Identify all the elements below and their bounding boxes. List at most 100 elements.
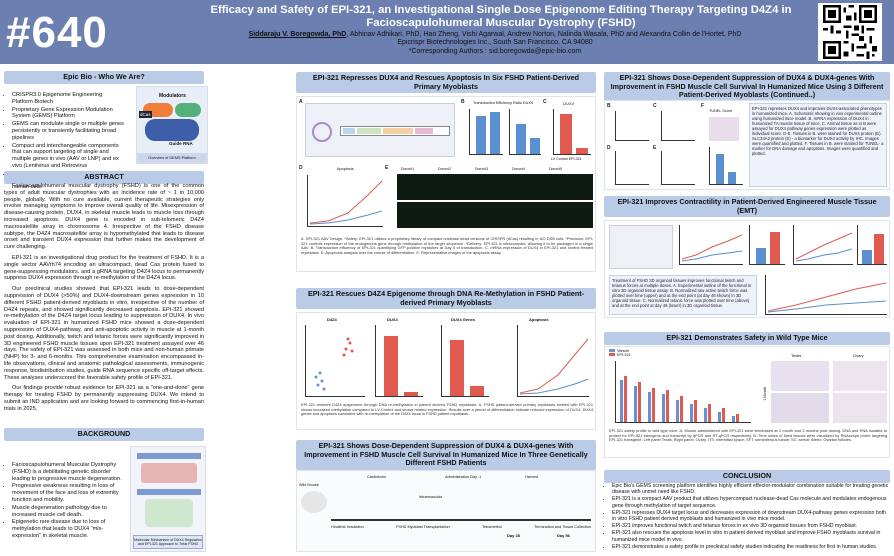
timeline-step: Termination and Tissue Collection bbox=[534, 525, 591, 529]
diagram-label: Administration Day -1 bbox=[445, 475, 482, 479]
bar bbox=[722, 408, 725, 422]
bar-chart-dux4-genes bbox=[441, 325, 489, 397]
chart-title: Apoptosis bbox=[337, 167, 354, 171]
figure-caption: Molecular Mechanism of DUX4 Regulation a… bbox=[133, 535, 203, 549]
bar-chart-ratio bbox=[509, 109, 541, 155]
section-title-contractility: EPI-321 Improves Contractility in Patien… bbox=[604, 196, 890, 217]
ovary-histology-image bbox=[833, 361, 887, 391]
figure-caption: EPI-321 restores D4Z4 epigenome through … bbox=[301, 402, 593, 417]
age-label: 1 Month bbox=[763, 387, 767, 401]
list-item: Progressive weakness resulting in loss o… bbox=[12, 483, 126, 503]
list-item: EPI-321 demonstrates a safety profile in… bbox=[612, 544, 890, 550]
microscopy-row-treated bbox=[397, 202, 593, 228]
figure-label: dCas bbox=[139, 111, 152, 118]
bar bbox=[490, 112, 500, 154]
abstract-title: ABSTRACT bbox=[4, 171, 204, 184]
background-title: BACKGROUND bbox=[4, 428, 204, 441]
panel-label: D bbox=[607, 145, 611, 151]
figure-note: EPI-321 represses DUX4 and improves DUX4… bbox=[749, 103, 887, 187]
gems-platform-figure: Modulators dCas Guide RNA Overview of GE… bbox=[136, 86, 208, 164]
poster-header: #640 Efficacy and Safety of EPI-321, an … bbox=[0, 0, 894, 64]
list-item: Compact and interchangeable components t… bbox=[12, 143, 124, 170]
bar bbox=[874, 234, 884, 264]
timeline-step: FSHD Myoblast Transplantation bbox=[396, 525, 450, 529]
list-item: Muscle degeneration pathology due to inc… bbox=[12, 505, 126, 519]
chart-title: Ratio DUX4 bbox=[513, 101, 534, 105]
abstract-paragraph: Facioscapulohumeral muscular dystrophy (… bbox=[4, 183, 204, 251]
bar bbox=[680, 396, 683, 422]
bar-chart-dux4 bbox=[553, 109, 591, 155]
bar bbox=[694, 400, 697, 422]
dotplot-dux4-genes bbox=[661, 111, 695, 141]
list-item: Proprietary Gene Expression Modulation S… bbox=[12, 107, 124, 121]
diagram-label: Cardiotoxin bbox=[367, 475, 387, 479]
aav-capsid-icon bbox=[312, 122, 332, 142]
bar bbox=[634, 386, 637, 422]
dotplot-d4z4-methylation bbox=[305, 325, 365, 397]
bar bbox=[662, 394, 665, 422]
emt-schematic bbox=[609, 225, 673, 269]
chart-title: Apoptosis bbox=[529, 317, 549, 322]
figure-panel-contractility: Treatment of FSHD 3D organoid tissues im… bbox=[604, 220, 890, 318]
bar bbox=[676, 400, 679, 422]
legend-label: Vehicle bbox=[617, 349, 630, 353]
mouse-icon bbox=[301, 491, 327, 513]
bar bbox=[728, 172, 736, 184]
figure-panel-remethylation: D4Z4 DUX4 DUX4 Genes Apoptosis EPI-321 r… bbox=[296, 312, 596, 430]
timeline-axis bbox=[331, 519, 591, 521]
bar bbox=[732, 416, 735, 422]
line-chart-apoptosis bbox=[307, 175, 383, 227]
qr-code-icon[interactable] bbox=[818, 3, 882, 61]
bar bbox=[648, 392, 651, 422]
author-list: , Abhinav Adhikari, PhD, Hao Zheng, Vish… bbox=[346, 31, 742, 38]
chart-title: DUX4 Genes bbox=[451, 317, 476, 322]
chart-title: DUX4 bbox=[387, 317, 398, 322]
donor-label-row: Donor#1 Donor#2 Donor#3 Donor#4 Donor#5 bbox=[401, 167, 562, 171]
bar bbox=[704, 408, 707, 422]
list-item: Epic Bio's GEMS screening platform ident… bbox=[612, 483, 890, 495]
bar bbox=[450, 340, 464, 396]
bar bbox=[624, 376, 627, 422]
list-item: Facioscapulohumeral Muscular Dystrophy (… bbox=[12, 462, 126, 482]
bar bbox=[620, 380, 623, 422]
background-list: Facioscapulohumeral Muscular Dystrophy (… bbox=[4, 462, 126, 541]
bar bbox=[862, 250, 872, 264]
figure-caption: EPI-321 safety profile in wild type mice… bbox=[609, 428, 887, 443]
figure-caption: Overview of GEMS Platform bbox=[137, 153, 207, 163]
figure-panel-dux4-repression: A B Transduction Efficiency Ratio DUX4 C… bbox=[296, 96, 596, 272]
bar bbox=[476, 116, 486, 154]
panel-label: C bbox=[653, 103, 657, 109]
author-block: Siddaraju V. Boregowda, PhD, Abhinav Adh… bbox=[150, 31, 840, 56]
tissue-label: Testis bbox=[791, 353, 802, 358]
chromosome-shape bbox=[137, 453, 201, 459]
axis-tick-labels: LV Control EPI-321 bbox=[551, 157, 582, 161]
list-item: CRISPR3.0 Epigenome Engineering Platform… bbox=[12, 92, 124, 106]
who-we-are-list: CRISPR3.0 Epigenome Engineering Platform… bbox=[4, 92, 124, 192]
abstract-paragraph: EPI-321 is an investigational drug produ… bbox=[4, 254, 204, 282]
abstract-paragraph: Our preclinical studies showed that EPI-… bbox=[4, 286, 204, 381]
chart-legend: Vehicle EPI-321 bbox=[609, 349, 631, 357]
list-item: EPI-321 also rescues the apoptosis level… bbox=[612, 530, 890, 542]
line-chart-tetanic bbox=[793, 225, 853, 265]
list-item: GEMS can modulate single or multiple gen… bbox=[12, 121, 124, 141]
figure-panel-humanized-continued: B C D E F TUNEL Score EPI-321 represses … bbox=[604, 100, 890, 190]
bar bbox=[384, 336, 398, 396]
section-title-safety: EPI-321 Demonstrates Safety in Wild Type… bbox=[604, 332, 890, 345]
dotplot-slc34a2 bbox=[615, 151, 649, 185]
figure-note: Treatment of FSHD 3D organoid tissues im… bbox=[609, 275, 757, 315]
bar bbox=[666, 390, 669, 422]
panel-label: C bbox=[543, 99, 547, 105]
bar bbox=[638, 382, 641, 422]
bar-chart-tunel bbox=[709, 147, 743, 185]
panel-label: D bbox=[299, 165, 303, 171]
myotube-shape bbox=[145, 499, 193, 527]
bar-chart-tetanic-endpoint bbox=[857, 225, 887, 265]
corresponding-author[interactable]: *Corresponding Authors : sid.boregowda@e… bbox=[408, 47, 582, 55]
donor-label: Donor#3 bbox=[475, 167, 489, 171]
line-chart-twitch bbox=[679, 225, 743, 265]
panel-label: F bbox=[701, 103, 705, 109]
list-item: Epigenetic rare disease due to loss of m… bbox=[12, 519, 126, 539]
bar bbox=[516, 124, 526, 154]
panel-label: E bbox=[385, 165, 389, 171]
